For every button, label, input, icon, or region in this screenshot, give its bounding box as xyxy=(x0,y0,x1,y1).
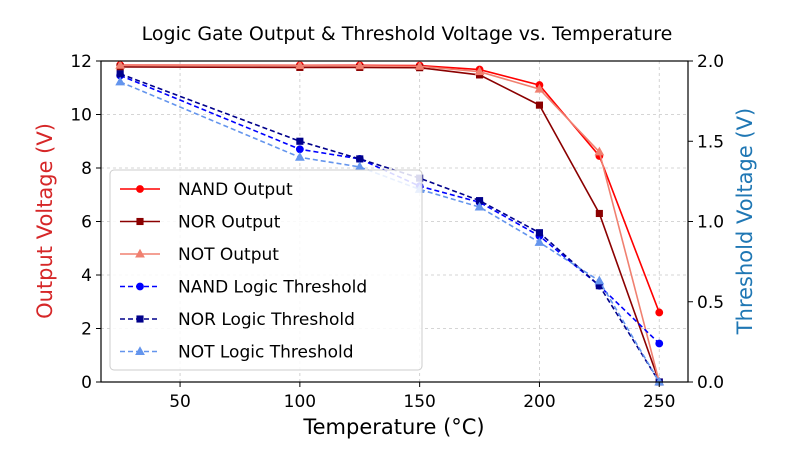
data-point xyxy=(534,237,545,246)
data-point xyxy=(474,201,485,211)
legend-item: NOT Output xyxy=(120,245,279,265)
data-point xyxy=(414,61,425,70)
data-point xyxy=(295,145,304,154)
legend-item: NOR Output xyxy=(120,213,281,233)
legend-item: NAND Output xyxy=(120,180,293,200)
data-point xyxy=(535,229,544,237)
series-layer xyxy=(115,60,665,386)
y-left-tick-label: 12 xyxy=(70,52,92,72)
y-left-tick-label: 6 xyxy=(81,213,92,233)
y-right-tick-label: 0.5 xyxy=(697,293,724,313)
y-axis-label-left: Output Voltage (V) xyxy=(33,123,57,319)
series-line xyxy=(119,73,660,383)
x-axis-label: Temperature (°C) xyxy=(302,415,484,439)
y-axis-label-right: Threshold Voltage (V) xyxy=(733,108,757,335)
x-tick-label: 100 xyxy=(284,392,316,412)
data-point xyxy=(594,146,605,156)
legend-swatch-marker xyxy=(135,248,145,258)
data-point xyxy=(294,60,305,70)
legend-label: NOR Logic Threshold xyxy=(178,310,355,330)
series-line xyxy=(120,66,661,383)
x-tick-label: 200 xyxy=(523,392,555,412)
legend-item: NOT Logic Threshold xyxy=(120,343,354,363)
y-left-tick-label: 0 xyxy=(81,373,92,393)
y-left-tick-label: 2 xyxy=(81,320,92,340)
data-point xyxy=(296,137,304,145)
series-6 xyxy=(115,76,665,386)
legend-label: NAND Logic Threshold xyxy=(178,278,367,298)
y-right-tick-label: 0.0 xyxy=(697,373,724,393)
legend-item: NAND Logic Threshold xyxy=(120,278,367,298)
legend-swatch-marker xyxy=(135,346,145,355)
legend-label: NAND Output xyxy=(178,180,293,200)
data-point xyxy=(356,155,364,163)
data-point xyxy=(655,339,664,348)
legend-label: NOR Output xyxy=(178,213,281,233)
y-right-tick-label: 2.0 xyxy=(697,52,724,72)
data-point xyxy=(474,66,485,76)
data-point xyxy=(655,308,664,317)
data-point xyxy=(354,60,365,70)
y-left-tick-label: 8 xyxy=(81,159,92,179)
legend-label: NOT Output xyxy=(178,245,279,265)
x-tick-label: 50 xyxy=(169,392,191,412)
data-point xyxy=(535,101,544,109)
legend-label: NOT Logic Threshold xyxy=(178,343,354,363)
legend-box xyxy=(109,169,423,371)
series-line xyxy=(119,81,660,383)
data-point xyxy=(534,83,545,93)
axes-layer: 50 100 150 200 250 0 2 4 6 8 10 12 0.0 0.5 1.0 1.5 2.0 xyxy=(70,52,724,412)
legend-swatch-marker xyxy=(136,315,144,323)
y-right-tick-label: 1.0 xyxy=(697,213,724,233)
data-point xyxy=(594,275,605,285)
legend: NAND Output NOR Output NOT Output NAND Logi… xyxy=(109,169,423,371)
data-point xyxy=(116,70,124,78)
series-line xyxy=(120,64,661,383)
y-right-tick-label: 1.5 xyxy=(697,132,724,152)
legend-item: NOR Logic Threshold xyxy=(120,310,355,330)
data-point xyxy=(595,209,603,218)
legend-swatch-marker xyxy=(136,185,144,193)
y-left-tick-label: 10 xyxy=(70,106,92,126)
data-point xyxy=(115,60,126,69)
x-tick-label: 250 xyxy=(643,392,675,412)
chart-title: Logic Gate Output & Threshold Voltage vs… xyxy=(142,23,673,45)
x-tick-label: 150 xyxy=(403,392,435,412)
data-point xyxy=(294,152,305,161)
legend-swatch-marker xyxy=(136,217,144,226)
y-left-tick-label: 4 xyxy=(81,266,92,286)
legend-swatch-marker xyxy=(136,282,144,291)
data-point xyxy=(115,76,126,86)
